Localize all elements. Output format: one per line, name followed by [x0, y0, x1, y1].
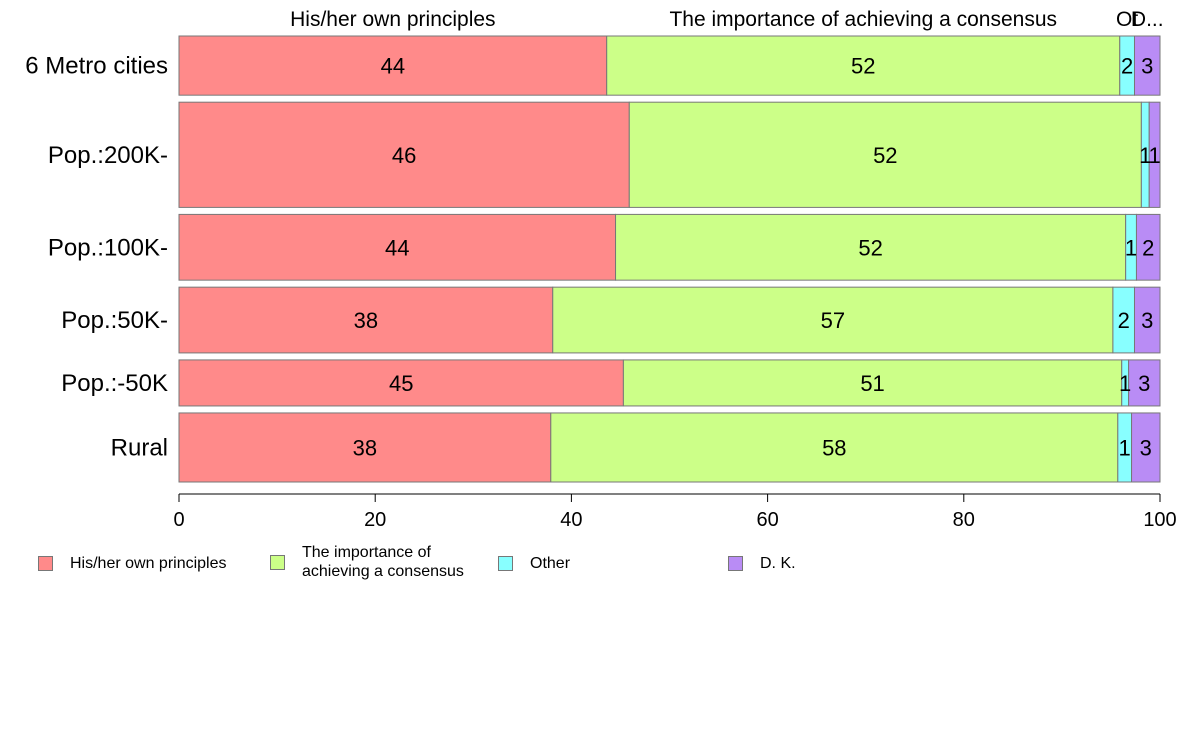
x-axis: 0 20 40 60 80 100	[173, 493, 1177, 531]
data-label-pop-50k-the-importance-of-achieving-a-consensus: 51	[860, 371, 884, 396]
category-label-6-metro-cities: 6 Metro cities	[25, 53, 168, 80]
category-label-pop-200k: Pop.:200K-	[48, 142, 168, 169]
legend-item-the-importance-of-achieving-a-consensus: The importance of achieving a consensus	[270, 543, 464, 581]
legend-label: D. K.	[760, 555, 796, 572]
bar-pop-50k-d-k	[1133, 286, 1161, 354]
bar-6-metro-cities-the-importance-of-achieving-a-consensus	[606, 35, 1121, 96]
bars	[178, 35, 1161, 483]
bar-pop-50k-d-k	[1128, 359, 1161, 407]
data-label-pop-100k-d-k: 2	[1142, 235, 1154, 260]
legend-swatch	[38, 556, 53, 571]
bar-pop-200k-d-k	[1148, 101, 1161, 208]
x-tick-label-80: 80	[953, 509, 975, 531]
category-label-pop-50k: Pop.:-50K	[61, 370, 168, 397]
data-label-rural-other: 1	[1119, 435, 1131, 460]
data-label-pop-200k-his-her-own-principles: 46	[392, 143, 416, 168]
data-label-pop-50k-other: 1	[1119, 371, 1131, 396]
bar-pop-100k-his-her-own-principles	[178, 213, 617, 281]
data-label-rural-d-k: 3	[1140, 435, 1152, 460]
data-label-pop-50k-other: 2	[1118, 308, 1130, 333]
data-label-pop-100k-his-her-own-principles: 44	[385, 235, 409, 260]
bar-pop-50k-his-her-own-principles	[178, 286, 554, 354]
data-label-pop-50k-his-her-own-principles: 45	[389, 371, 413, 396]
legend-label: The importance of achieving a consensus	[302, 544, 464, 580]
data-label-pop-50k-his-her-own-principles: 38	[354, 308, 378, 333]
bar-rural-his-her-own-principles	[178, 412, 552, 483]
x-tick-label-20: 20	[364, 509, 386, 531]
bar-rural-the-importance-of-achieving-a-consensus	[550, 412, 1119, 483]
data-label-6-metro-cities-d-k: 3	[1141, 54, 1153, 79]
data-label-6-metro-cities-the-importance-of-achieving-a-consensus: 52	[851, 54, 875, 79]
top-label-his-her-own-principles: His/her own principles	[290, 8, 495, 31]
category-labels: 6 Metro cities Pop.:200K- Pop.:100K- Pop.:5…	[25, 53, 168, 462]
legend-item-his-her-own-principles: His/her own principles	[38, 554, 227, 573]
data-label-pop-200k-the-importance-of-achieving-a-consensus: 52	[873, 143, 897, 168]
top-label-other: Ot	[1116, 8, 1138, 31]
bar-pop-100k-d-k	[1135, 213, 1161, 281]
bar-6-metro-cities-d-k	[1133, 35, 1161, 96]
x-tick-label-60: 60	[756, 509, 778, 531]
data-label-6-metro-cities-his-her-own-principles: 44	[381, 54, 405, 79]
x-tick-label-0: 0	[173, 509, 184, 531]
data-label-pop-200k-other: 1	[1139, 143, 1151, 168]
legend-label: Other	[530, 555, 571, 572]
top-series-labels: His/her own principles The importance of …	[290, 8, 1163, 31]
legend-item-d-k: D. K.	[728, 554, 796, 573]
bar-pop-50k-the-importance-of-achieving-a-consensus	[622, 359, 1123, 407]
top-label-the-importance-of-achieving-a-consensus: The importance of achieving a consensus	[669, 8, 1057, 31]
bar-pop-200k-his-her-own-principles	[178, 101, 630, 208]
data-label-pop-100k-the-importance-of-achieving-a-consensus: 52	[858, 235, 882, 260]
legend-swatch	[728, 556, 743, 571]
category-label-pop-100k: Pop.:100K-	[48, 234, 168, 261]
legend: His/her own principles The importance of a…	[38, 543, 938, 593]
category-label-rural: Rural	[111, 434, 168, 461]
bar-pop-50k-his-her-own-principles	[178, 359, 624, 407]
bar-rural-d-k	[1131, 412, 1161, 483]
legend-label: His/her own principles	[70, 555, 227, 572]
data-label-pop-200k-d-k: 1	[1148, 143, 1160, 168]
x-tick-label-40: 40	[560, 509, 582, 531]
category-label-pop-50k: Pop.:50K-	[61, 307, 168, 334]
legend-item-other: Other	[498, 554, 570, 573]
legend-swatch	[498, 556, 513, 571]
data-label-pop-50k-the-importance-of-achieving-a-consensus: 57	[821, 308, 845, 333]
data-label-rural-the-importance-of-achieving-a-consensus: 58	[822, 435, 846, 460]
bar-pop-200k-the-importance-of-achieving-a-consensus	[628, 101, 1142, 208]
x-tick-label-100: 100	[1143, 509, 1176, 531]
data-label-6-metro-cities-other: 2	[1121, 54, 1133, 79]
legend-swatch	[270, 554, 285, 570]
data-label-pop-100k-other: 1	[1125, 235, 1137, 260]
data-label-pop-50k-d-k: 3	[1138, 371, 1150, 396]
top-label-d-k: D...	[1131, 8, 1164, 31]
bar-pop-100k-the-importance-of-achieving-a-consensus	[615, 213, 1127, 281]
data-label-rural-his-her-own-principles: 38	[353, 435, 377, 460]
data-label-pop-50k-d-k: 3	[1141, 308, 1153, 333]
bar-pop-50k-the-importance-of-achieving-a-consensus	[552, 286, 1114, 354]
